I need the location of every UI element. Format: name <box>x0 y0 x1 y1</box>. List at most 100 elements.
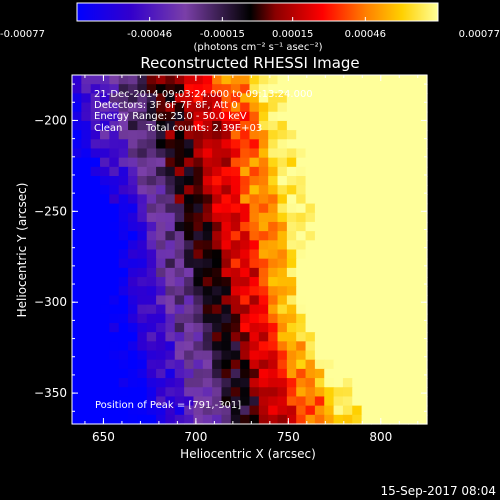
heatmap-cell <box>389 286 400 297</box>
heatmap-cell <box>389 176 400 186</box>
heatmap-cell <box>165 240 176 251</box>
heatmap-cell <box>305 258 316 269</box>
heatmap-cell <box>174 322 185 333</box>
heatmap-cell <box>230 332 241 342</box>
heatmap-cell <box>268 258 279 269</box>
heatmap-cell <box>417 185 428 195</box>
heatmap-cell <box>324 240 335 251</box>
heatmap-cell <box>100 414 110 425</box>
heatmap-cell <box>398 75 409 85</box>
heatmap-cell <box>361 231 372 241</box>
heatmap-cell <box>268 359 279 370</box>
heatmap-cell <box>118 396 129 407</box>
heatmap-cell <box>277 176 288 186</box>
heatmap-cell <box>90 120 101 131</box>
heatmap-cell <box>212 405 223 416</box>
heatmap-cell <box>408 130 419 140</box>
heatmap-cell <box>361 120 372 131</box>
heatmap-cell <box>109 368 120 379</box>
heatmap-cell <box>342 185 353 195</box>
heatmap-cell <box>90 157 101 168</box>
heatmap-cell <box>277 332 288 342</box>
heatmap-cell <box>146 332 157 342</box>
heatmap-cell <box>258 176 269 186</box>
heatmap-cell <box>408 240 419 251</box>
heatmap-cell <box>156 157 167 168</box>
heatmap-cell <box>118 139 129 150</box>
heatmap-cell <box>296 185 307 195</box>
heatmap-cell <box>212 286 223 297</box>
heatmap-cell <box>296 359 307 370</box>
heatmap-cell <box>380 194 391 205</box>
heatmap-cell <box>389 359 400 370</box>
heatmap-cell <box>296 157 307 168</box>
heatmap-cell <box>109 277 120 287</box>
heatmap-cell <box>128 378 138 388</box>
heatmap-cell <box>109 341 120 352</box>
heatmap-cell <box>305 185 316 195</box>
heatmap-cell <box>137 258 148 269</box>
y-axis-label: Heliocentric Y (arcsec) <box>15 183 29 318</box>
heatmap-cell <box>305 240 316 251</box>
heatmap-cell <box>174 286 185 297</box>
heatmap-cell <box>137 277 148 287</box>
heatmap-cell <box>221 130 232 140</box>
heatmap-cell <box>277 111 288 122</box>
heatmap-cell <box>277 359 288 370</box>
heatmap-cell <box>352 148 363 159</box>
heatmap-cell <box>165 267 176 278</box>
heatmap-cell <box>174 166 185 177</box>
heatmap-cell <box>128 231 138 241</box>
heatmap-cell <box>156 277 167 287</box>
heatmap-cell <box>408 139 419 150</box>
heatmap-cell <box>361 75 372 85</box>
heatmap-cell <box>305 286 316 297</box>
heatmap-cell <box>174 414 185 425</box>
heatmap-cell <box>398 102 409 113</box>
heatmap-cell <box>389 212 400 223</box>
heatmap-cell <box>258 249 269 260</box>
heatmap-cell <box>221 359 232 370</box>
heatmap-cell <box>324 350 335 361</box>
heatmap-cell <box>389 84 400 94</box>
heatmap-cell <box>352 120 363 131</box>
heatmap-cell <box>305 396 316 407</box>
heatmap-cell <box>286 332 297 342</box>
heatmap-cell <box>296 130 307 140</box>
heatmap-cell <box>342 313 353 324</box>
heatmap-cell <box>352 84 363 94</box>
heatmap-cell <box>193 286 204 297</box>
heatmap-cell <box>370 176 381 186</box>
heatmap-cell <box>268 332 279 342</box>
heatmap-cell <box>212 203 223 214</box>
heatmap-cell <box>81 359 92 370</box>
heatmap-cell <box>118 341 129 352</box>
heatmap-cell <box>296 277 307 287</box>
heatmap-cell <box>314 102 325 113</box>
heatmap-cell <box>221 203 232 214</box>
heatmap-cell <box>296 405 307 416</box>
heatmap-cell <box>202 286 213 297</box>
heatmap-cell <box>296 93 307 104</box>
heatmap-cell <box>81 350 92 361</box>
heatmap-cell <box>286 387 297 398</box>
heatmap-cell <box>268 387 279 398</box>
heatmap-cell <box>352 350 363 361</box>
heatmap-cell <box>314 231 325 241</box>
heatmap-cell <box>100 120 110 131</box>
heatmap-cell <box>249 396 260 407</box>
heatmap-cell <box>156 396 167 407</box>
heatmap-cell <box>417 111 428 122</box>
heatmap-cell <box>109 120 120 131</box>
heatmap-cell <box>305 111 316 122</box>
heatmap-cell <box>240 176 251 186</box>
heatmap-cell <box>370 203 381 214</box>
heatmap-cell <box>221 405 232 416</box>
heatmap-cell <box>109 414 120 425</box>
heatmap-cell <box>314 249 325 260</box>
heatmap-cell <box>156 166 167 177</box>
heatmap-cell <box>268 221 279 232</box>
heatmap-cell <box>380 111 391 122</box>
heatmap-cell <box>100 249 110 260</box>
heatmap-cell <box>352 139 363 150</box>
